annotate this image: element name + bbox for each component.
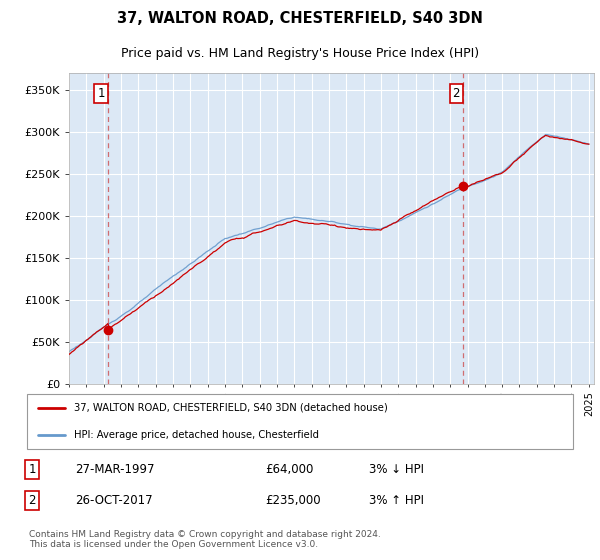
FancyBboxPatch shape	[27, 394, 573, 449]
Text: 37, WALTON ROAD, CHESTERFIELD, S40 3DN (detached house): 37, WALTON ROAD, CHESTERFIELD, S40 3DN (…	[74, 403, 388, 413]
Text: 26-OCT-2017: 26-OCT-2017	[76, 494, 153, 507]
Text: Contains HM Land Registry data © Crown copyright and database right 2024.
This d: Contains HM Land Registry data © Crown c…	[29, 530, 381, 549]
Text: Price paid vs. HM Land Registry's House Price Index (HPI): Price paid vs. HM Land Registry's House …	[121, 47, 479, 60]
Text: 1: 1	[97, 87, 105, 100]
Text: £64,000: £64,000	[265, 463, 314, 476]
Text: HPI: Average price, detached house, Chesterfield: HPI: Average price, detached house, Ches…	[74, 430, 319, 440]
Text: 2: 2	[28, 494, 36, 507]
Text: 3% ↓ HPI: 3% ↓ HPI	[369, 463, 424, 476]
Text: 37, WALTON ROAD, CHESTERFIELD, S40 3DN: 37, WALTON ROAD, CHESTERFIELD, S40 3DN	[117, 11, 483, 26]
Text: 27-MAR-1997: 27-MAR-1997	[76, 463, 155, 476]
Text: 2: 2	[452, 87, 460, 100]
Text: £235,000: £235,000	[265, 494, 321, 507]
Text: 1: 1	[28, 463, 36, 476]
Text: 3% ↑ HPI: 3% ↑ HPI	[369, 494, 424, 507]
